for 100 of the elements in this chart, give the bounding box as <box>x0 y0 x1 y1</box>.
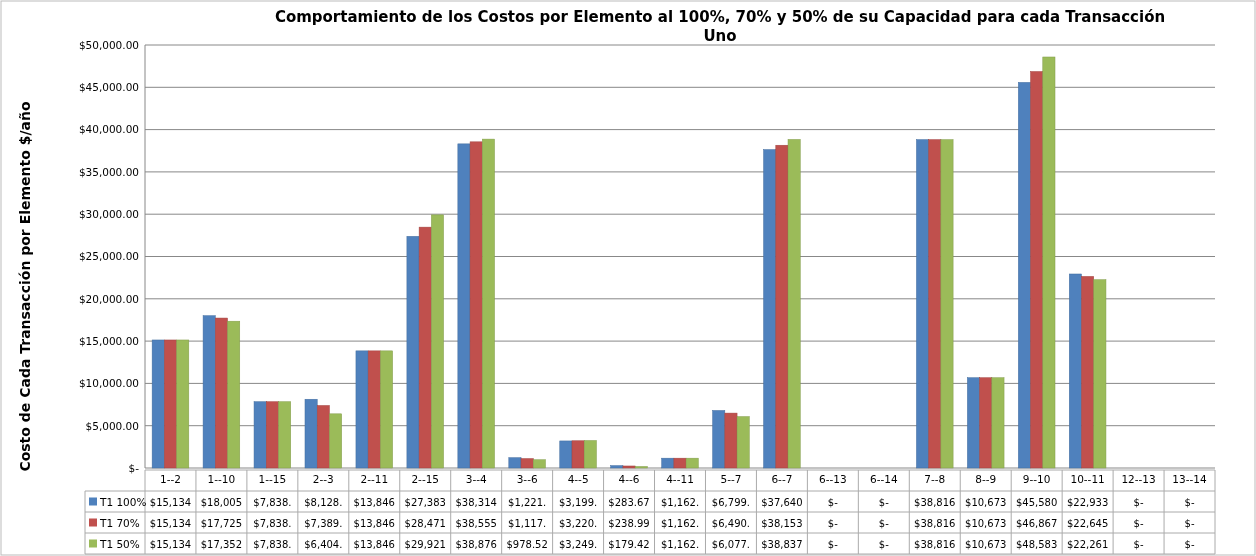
data-label: $38,555 <box>455 517 497 529</box>
data-label: $22,261 <box>1066 538 1109 550</box>
data-label: $238.99 <box>608 517 650 529</box>
data-label: $- <box>1133 538 1144 550</box>
data-label: $45,580 <box>1015 496 1058 508</box>
data-label: $13,846 <box>353 496 395 508</box>
data-label: $- <box>1133 517 1144 529</box>
x-tick-label: 10--11 <box>1070 473 1105 486</box>
bar <box>469 141 483 469</box>
bar <box>979 377 993 469</box>
bar <box>1042 56 1056 469</box>
y-tick-label: $25,000.00 <box>78 250 139 263</box>
data-label: $1,162. <box>660 517 700 529</box>
y-tick-label: $35,000.00 <box>78 165 139 178</box>
bar <box>406 236 420 469</box>
x-tick-label: 7--8 <box>924 473 946 486</box>
bar <box>967 377 980 469</box>
data-label: $15,134 <box>149 517 192 529</box>
x-tick-label: 6--14 <box>870 473 898 486</box>
data-label: $22,933 <box>1066 496 1109 508</box>
x-tick-label: 4--11 <box>666 473 694 486</box>
bar <box>1081 276 1094 469</box>
bar <box>724 412 738 469</box>
data-label: $3,220. <box>559 517 598 529</box>
data-label: $10,673 <box>965 538 1007 550</box>
y-tick-label: $30,000.00 <box>78 208 139 221</box>
data-label: $15,134 <box>149 496 192 508</box>
data-label: $- <box>878 496 890 508</box>
x-tick-label: 3--4 <box>465 473 487 486</box>
data-label: $1,162. <box>660 496 700 508</box>
bar <box>736 416 750 469</box>
x-tick-label: 1--15 <box>258 473 287 486</box>
data-label: $- <box>827 538 839 550</box>
x-tick-label: 13--14 <box>1172 473 1207 486</box>
data-label: $10,673 <box>965 517 1007 529</box>
data-label: $1,117. <box>508 517 547 529</box>
data-label: $38,816 <box>914 538 956 550</box>
bar <box>928 139 942 469</box>
bar <box>508 457 522 469</box>
bar <box>685 457 699 469</box>
bar <box>610 465 624 469</box>
data-label: $38,876 <box>455 538 497 550</box>
data-label: $- <box>878 517 890 529</box>
data-label: $- <box>827 496 839 508</box>
bar <box>775 144 789 469</box>
bar <box>712 410 726 469</box>
y-tick-label: $- <box>128 461 140 474</box>
bar <box>151 339 165 469</box>
data-label: $15,134 <box>149 538 192 550</box>
data-label: $13,846 <box>353 538 395 550</box>
data-label: $7,838. <box>253 538 292 550</box>
bar <box>763 149 777 469</box>
y-axis-title: Costo de Cada Transacción por Elemento $/año <box>17 101 33 472</box>
bar <box>304 398 318 469</box>
x-tick-label: 1--2 <box>160 473 181 486</box>
data-label: $48,583 <box>1015 538 1058 550</box>
y-tick-label: $15,000.00 <box>78 334 139 347</box>
y-tick-label: $10,000.00 <box>78 377 139 390</box>
x-tick-label: 12--13 <box>1121 473 1156 486</box>
data-label: $- <box>1184 496 1195 508</box>
data-label: $6,490. <box>711 517 751 529</box>
bar <box>227 320 241 469</box>
data-label: $6,799. <box>711 496 751 508</box>
y-tick-label: $50,000.00 <box>78 38 139 51</box>
data-label: $46,867 <box>1015 517 1058 529</box>
bar <box>164 339 177 469</box>
bar <box>1030 71 1044 469</box>
y-tick-label: $5,000.00 <box>85 419 139 432</box>
bar <box>520 458 534 469</box>
bar <box>253 401 267 469</box>
data-label: $1,221. <box>508 496 547 508</box>
bar <box>622 465 636 469</box>
x-tick-label: 2--15 <box>411 473 440 486</box>
bar <box>991 377 1005 469</box>
bar <box>916 139 929 469</box>
data-label: $1,162. <box>660 538 700 550</box>
x-tick-label: 4--5 <box>567 473 589 486</box>
bar <box>673 457 687 469</box>
data-label: $3,249. <box>559 538 598 550</box>
data-label: $29,921 <box>404 538 446 550</box>
bar <box>1069 273 1082 469</box>
bar <box>215 317 228 469</box>
bar <box>380 350 393 469</box>
bar <box>559 440 573 469</box>
bar <box>202 315 216 469</box>
bar <box>431 214 444 469</box>
bar <box>367 350 381 469</box>
data-label: $38,314 <box>455 496 497 508</box>
data-label: $- <box>1184 538 1195 550</box>
data-label: $38,816 <box>914 517 956 529</box>
bar <box>316 405 330 469</box>
bar <box>1093 279 1107 469</box>
x-tick-label: 2--3 <box>312 473 334 486</box>
bar <box>1018 82 1031 469</box>
data-label: $28,471 <box>404 517 446 529</box>
x-tick-label: 8--9 <box>975 473 997 486</box>
x-tick-label: 2--11 <box>360 473 389 486</box>
chart-title: Comportamiento de los Costos por Elemento al 100%, 70% y 50% de su Capacidad para cada Transacción Uno <box>274 8 1166 45</box>
data-label: $- <box>1133 496 1144 508</box>
data-label: $8,128. <box>304 496 343 508</box>
